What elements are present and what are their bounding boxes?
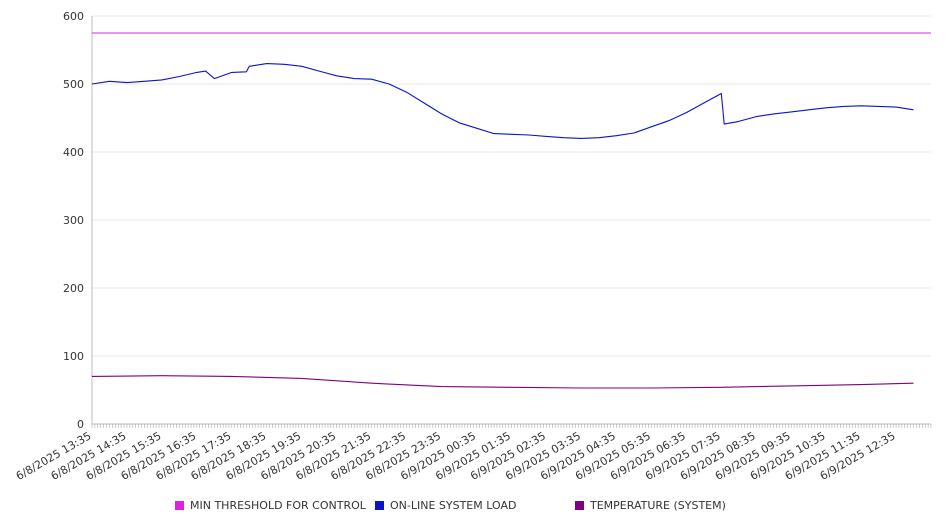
grid-lines: [92, 15, 931, 357]
y-tick-label: 0: [77, 418, 84, 431]
y-tick-label: 300: [63, 214, 84, 227]
y-tick-label: 500: [63, 78, 84, 91]
legend: MIN THRESHOLD FOR CONTROL ON-LINE SYSTEM …: [175, 499, 726, 512]
series-line-on-line-system-load: [91, 63, 914, 139]
series-line-temperature-system: [91, 375, 914, 389]
legend-label: MIN THRESHOLD FOR CONTROL: [190, 499, 367, 512]
y-tick-label: 600: [63, 10, 84, 23]
x-tick-labels: 6/8/2025 13:356/8/2025 14:356/8/2025 15:…: [14, 429, 898, 483]
legend-label: TEMPERATURE (SYSTEM): [589, 499, 726, 512]
legend-swatch: [575, 501, 584, 510]
y-tick-label: 100: [63, 350, 84, 363]
y-tick-label: 200: [63, 282, 84, 295]
legend-label: ON-LINE SYSTEM LOAD: [390, 499, 516, 512]
series-lines: [91, 32, 931, 389]
legend-swatch: [175, 501, 184, 510]
y-tick-labels: 0 100 200 300 400 500 600: [63, 10, 84, 431]
y-tick-label: 400: [63, 146, 84, 159]
legend-swatch: [375, 501, 384, 510]
